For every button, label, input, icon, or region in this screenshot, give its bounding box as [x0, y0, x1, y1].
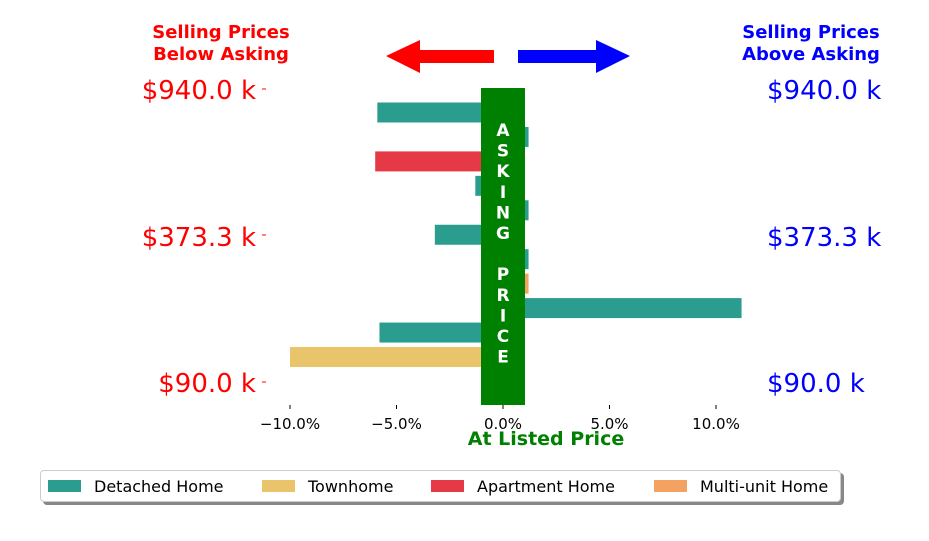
legend-swatch-detached [48, 480, 81, 492]
x-tick-label: −5.0% [371, 415, 422, 433]
legend-label-townhome: Townhome [308, 476, 394, 496]
bar-detached-home-8 [503, 298, 742, 319]
band-letter: N [496, 203, 510, 223]
left-tick-label-mid: $373.3 k [142, 223, 256, 253]
asking-price-band [481, 88, 525, 405]
left-tick-label-top: $940.0 k [142, 76, 256, 106]
legend-swatch-apartment [431, 480, 464, 492]
band-letter: P [497, 265, 509, 285]
bar-detached-home-0 [377, 102, 503, 123]
x-tick-label: −10.0% [260, 415, 320, 433]
band-letter: C [497, 327, 509, 347]
bar-detached-home-9 [379, 322, 503, 343]
band-letter: I [500, 183, 506, 203]
right-title-line2: Above Asking [742, 44, 880, 65]
legend-item-multiunit: Multi-unit Home [654, 476, 829, 496]
left-arrow-icon [386, 40, 494, 73]
left-title-line2: Below Asking [153, 44, 289, 65]
x-tick-label: 10.0% [692, 415, 740, 433]
band-letter: G [496, 224, 510, 244]
left-title-line1: Selling Prices [152, 22, 289, 43]
x-tick-label: 5.0% [590, 415, 628, 433]
legend-label-apartment: Apartment Home [477, 476, 615, 496]
right-arrow-icon [518, 40, 630, 73]
band-letter: E [497, 348, 509, 368]
legend-label-multiunit: Multi-unit Home [700, 476, 829, 496]
band-letter: S [497, 142, 509, 162]
legend-swatch-townhome [262, 480, 295, 492]
legend-swatch-multiunit [654, 480, 687, 492]
x-tick-label: 0.0% [484, 415, 522, 433]
legend-item-detached: Detached Home [48, 476, 224, 496]
band-letter: R [496, 286, 509, 306]
right-tick-label-mid: $373.3 k [767, 223, 881, 253]
bar-townhome-10 [290, 347, 503, 367]
band-letter: A [496, 121, 510, 141]
left-tick-label-bottom: $90.0 k [158, 369, 256, 399]
legend: Detached Home Townhome Apartment Home Mu… [40, 470, 841, 502]
right-title-line1: Selling Prices [742, 22, 879, 43]
right-tick-label-top: $940.0 k [767, 76, 881, 106]
legend-item-townhome: Townhome [262, 476, 394, 496]
bar-apartment-home-2 [375, 151, 503, 172]
band-letter: I [500, 306, 506, 326]
legend-label-detached: Detached Home [94, 476, 224, 496]
legend-item-apartment: Apartment Home [431, 476, 615, 496]
x-axis-label: At Listed Price [468, 428, 624, 450]
x-axis: −10.0% −5.0% 0.0% 5.0% 10.0% [260, 405, 740, 433]
band-letter: K [496, 162, 510, 182]
right-tick-label-bottom: $90.0 k [767, 369, 865, 399]
